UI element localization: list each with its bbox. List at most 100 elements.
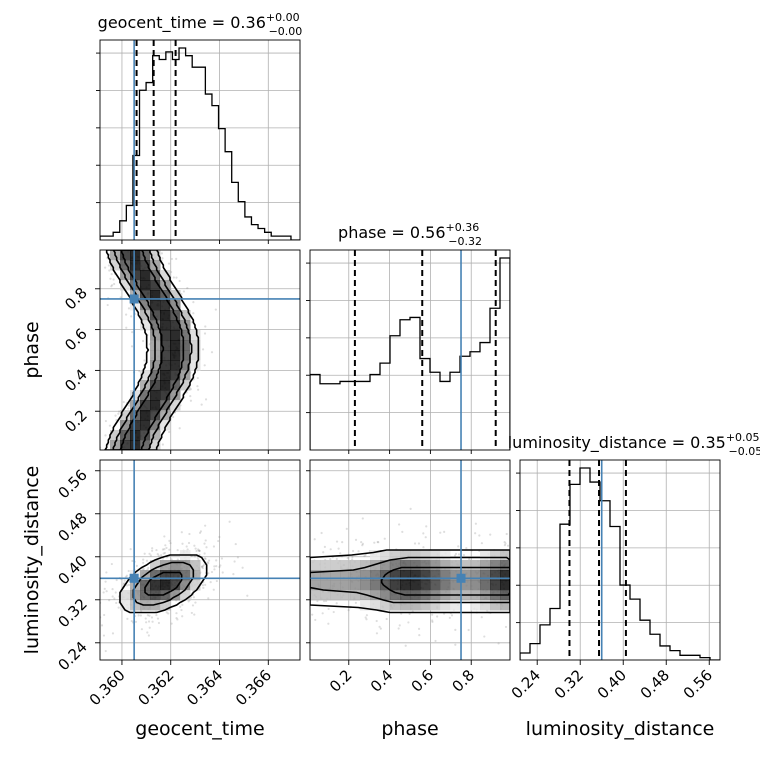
sample-point [214, 308, 217, 311]
panel-title: luminosity_distance = 0.35+0.05 −0.05 [508, 431, 760, 458]
sample-point [401, 530, 404, 533]
contour-line [119, 554, 208, 614]
density-cell [400, 600, 411, 611]
sample-point [436, 615, 439, 618]
tick-label: 0.364 [183, 666, 226, 709]
sample-point [157, 621, 161, 625]
sample-point [424, 536, 427, 539]
sample-point [108, 269, 111, 272]
sample-point [203, 364, 206, 367]
density-cell [190, 360, 201, 371]
density-cell [120, 280, 131, 291]
sample-point [339, 552, 342, 555]
x-axis-label: phase [381, 718, 438, 740]
sample-point [379, 627, 382, 630]
sample-point [104, 434, 107, 437]
sample-point [209, 581, 212, 584]
sample-point [197, 548, 200, 551]
density-cell [180, 320, 191, 331]
sample-point [143, 552, 146, 555]
sample-point [145, 621, 148, 624]
density-cell [140, 430, 151, 441]
sample-point [425, 525, 428, 528]
sample-point [140, 628, 144, 631]
y-axis-label: phase [21, 321, 43, 378]
density-cell [170, 590, 181, 601]
sample-point [332, 610, 335, 614]
sample-point [106, 303, 109, 307]
density-cell [140, 420, 151, 431]
contour-line [104, 250, 200, 450]
density-cell [130, 590, 141, 601]
sample-point [104, 580, 107, 583]
sample-point [202, 564, 205, 568]
sample-point [233, 560, 236, 563]
sample-point [457, 553, 461, 556]
sample-point [337, 547, 340, 550]
density-cell [130, 260, 141, 271]
density-cell [170, 360, 181, 371]
x-axis-label: geocent_time [135, 718, 264, 740]
sample-point [143, 359, 146, 362]
tick-label: 0.366 [232, 666, 275, 709]
tick-label: 0.32 [551, 666, 587, 702]
density-cell [160, 400, 171, 411]
density-cell [400, 550, 411, 561]
density-cell [310, 580, 321, 591]
density-cell [380, 580, 391, 591]
sample-point [480, 616, 483, 619]
sample-point [138, 369, 141, 373]
sample-point [105, 571, 108, 574]
sample-point [111, 284, 114, 287]
density-cell [170, 370, 181, 381]
panel-frame [519, 459, 721, 661]
sample-point [123, 579, 126, 582]
sample-point [431, 613, 434, 616]
sample-point [117, 606, 120, 609]
density-cell [150, 370, 161, 381]
sample-point [180, 531, 183, 534]
sample-point [314, 618, 317, 622]
sample-point [192, 596, 196, 599]
sample-point [108, 424, 111, 427]
density-cell [310, 570, 321, 581]
sample-point [418, 634, 421, 637]
density-cell [490, 580, 501, 591]
sample-point [489, 533, 492, 536]
sample-point [351, 549, 355, 553]
sample-point [198, 549, 201, 552]
sample-point [124, 575, 127, 578]
sample-point [203, 552, 206, 555]
sample-point [480, 542, 484, 545]
sample-point [376, 540, 379, 544]
sample-point [207, 562, 210, 565]
density-cell [140, 290, 151, 301]
density-cell [490, 550, 501, 561]
sample-point [210, 351, 214, 354]
sample-point [206, 561, 209, 564]
sample-point [329, 548, 332, 551]
sample-point [189, 394, 192, 398]
sample-point [155, 548, 158, 552]
sample-point [156, 617, 160, 620]
sample-point [398, 523, 401, 526]
title-main: luminosity_distance = 0.35 [508, 433, 726, 453]
x-axis-luminosity_distance: 0.24 0.32 0.40 0.48 0.56 luminosity_distance [508, 660, 716, 740]
density-cell [160, 420, 171, 431]
tick-label: 0.24 [508, 666, 544, 702]
density-cell [310, 560, 321, 571]
sample-point [454, 643, 457, 646]
density-cell [170, 400, 181, 411]
density-cell [170, 330, 181, 341]
density-cell [470, 570, 481, 581]
density-cell [390, 580, 401, 591]
sample-point [130, 619, 133, 623]
sample-point [103, 587, 106, 590]
sample-point [321, 612, 324, 615]
sample-point [170, 270, 173, 274]
density-cell [430, 580, 441, 591]
density-cell [110, 260, 121, 271]
sample-point [221, 571, 224, 574]
density-cell [150, 270, 161, 281]
sample-point [313, 538, 316, 541]
